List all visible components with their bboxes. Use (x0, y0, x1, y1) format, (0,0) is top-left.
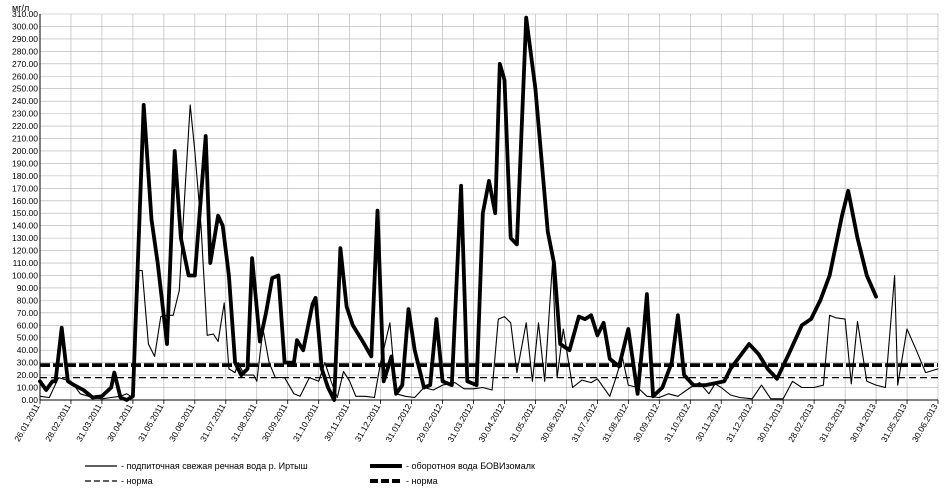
x-tick-label: 30.04.2012 (476, 402, 506, 444)
legend-label-norm-dashed: - норма (121, 476, 153, 486)
y-tick-label: 260.00 (12, 71, 38, 81)
y-tick-label: 50.00 (17, 333, 39, 343)
legend-swatch-bold (370, 464, 402, 468)
legend-item-river-water: - подпиточная свежая речная вода р. Ирты… (85, 461, 308, 471)
y-tick-label: 60.00 (17, 320, 39, 330)
x-tick-label: 31.05.2012 (507, 402, 537, 444)
x-tick-label: 30.09.2012 (631, 402, 661, 444)
y-tick-label: 40.00 (17, 345, 39, 355)
y-tick-label: 80.00 (17, 295, 39, 305)
y-tick-label: 250.00 (12, 84, 38, 94)
y-tick-label: 30.00 (17, 358, 39, 368)
y-tick-label: 200.00 (12, 146, 38, 156)
x-tick-label: 30.06.2011 (167, 402, 197, 444)
x-tick-label: 31.08.2011 (229, 402, 259, 444)
y-tick-label: 90.00 (17, 283, 39, 293)
y-tick-label: 120.00 (12, 246, 38, 256)
y-tick-label: 110.00 (13, 258, 39, 268)
y-tick-label: 10.00 (17, 383, 39, 393)
y-tick-label: 150.00 (12, 208, 38, 218)
legend-label-norm-bold-dashed: - норма (406, 476, 438, 486)
y-tick-label: 190.00 (12, 158, 38, 168)
y-tick-label: 230.00 (12, 109, 38, 119)
x-tick-label: 31.12.2012 (724, 402, 754, 444)
y-tick-label: 240.00 (12, 96, 38, 106)
series-line-river-water (39, 104, 939, 400)
x-tick-label: 30.11.2012 (693, 402, 723, 444)
legend-label-recycled-water: - оборотноя вода БОВИзомалк (406, 461, 535, 471)
y-tick-label: 310.00 (12, 9, 38, 19)
x-tick-label: 30.11.2011 (322, 402, 351, 443)
y-tick-label: 270.00 (12, 59, 38, 69)
legend-swatch-bold-dashed (370, 479, 402, 483)
y-axis-unit-label: мг/л (12, 3, 30, 13)
y-tick-label: 210.00 (12, 134, 38, 144)
legend-label-river-water: - подпиточная свежая речная вода р. Ирты… (121, 461, 308, 471)
x-tick-label: 31.01.2012 (383, 402, 413, 444)
x-tick-label: 31.08.2012 (600, 402, 630, 444)
y-tick-label: 220.00 (12, 121, 38, 131)
x-tick-label: 30.09.2011 (260, 402, 290, 444)
x-tick-label: 31.03.2013 (817, 402, 847, 444)
x-tick-label: 31.07.2011 (198, 402, 228, 444)
x-tick-label: 31.05.2013 (879, 402, 909, 444)
y-tick-label: 140.00 (12, 221, 38, 231)
x-tick-label: 31.03.2012 (445, 402, 475, 444)
x-tick-label: 28.02.2013 (786, 402, 816, 444)
y-tick-label: 160.00 (12, 196, 38, 206)
x-tick-label: 29.02.2012 (414, 402, 444, 444)
x-tick-label: 31.03.2011 (74, 402, 104, 444)
x-tick-label: 31.12.2011 (353, 402, 383, 444)
x-tick-label: 30.01.2013 (755, 402, 785, 444)
legend-item-norm-dashed: - норма (85, 476, 153, 486)
y-tick-label: 180.00 (12, 171, 38, 181)
x-tick-label: 30.06.2013 (910, 402, 940, 444)
y-tick-label: 170.00 (12, 183, 38, 193)
y-tick-label: 70.00 (17, 308, 39, 318)
legend-swatch-dashed (85, 480, 117, 482)
x-tick-label: 31.10.2012 (662, 402, 692, 444)
y-tick-label: 300.00 (12, 21, 38, 31)
y-tick-label: 100.00 (12, 270, 38, 280)
legend-item-norm-bold-dashed: - норма (370, 476, 438, 486)
x-tick-label: 31.05.2011 (136, 402, 166, 444)
y-tick-label: 130.00 (12, 233, 38, 243)
y-tick-label: 290.00 (12, 34, 38, 44)
y-tick-label: 280.00 (12, 46, 38, 56)
legend-item-recycled-water: - оборотноя вода БОВИзомалк (370, 461, 535, 471)
y-tick-label: 20.00 (17, 370, 39, 380)
x-tick-label: 28.02.2011 (43, 402, 73, 444)
y-tick-label: 0.00 (21, 395, 38, 405)
x-tick-label: 30.06.2012 (538, 402, 568, 444)
series-line-recycled-water (38, 15, 878, 402)
x-tick-label: 30.04.2011 (105, 402, 135, 444)
x-tick-label: 31.10.2011 (291, 402, 321, 444)
x-tick-label: 26.01.2011 (12, 402, 42, 444)
x-tick-label: 30.04.2013 (848, 402, 878, 444)
x-tick-label: 31.07.2012 (569, 402, 599, 444)
legend-swatch-thin (85, 465, 117, 467)
